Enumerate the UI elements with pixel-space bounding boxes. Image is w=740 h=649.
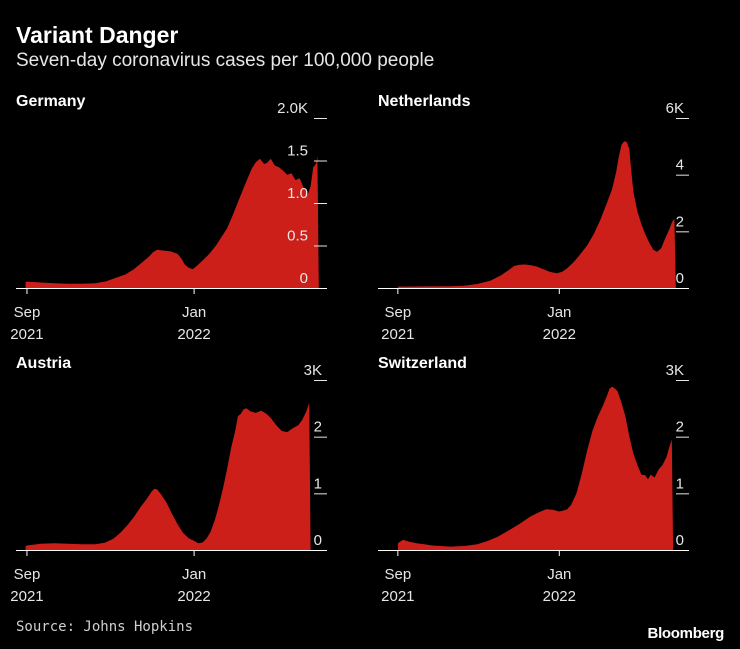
germany-panel-title: Germany	[16, 93, 85, 110]
germany-x-tick-month: Sep	[14, 304, 41, 321]
austria-y-tick-label: 0	[314, 532, 322, 549]
netherlands-x-tick-year: 2021	[381, 326, 414, 343]
austria-y-tick-label: 2	[314, 419, 322, 436]
switzerland-x-tick-month: Sep	[384, 566, 411, 583]
austria-x-tick-year: 2021	[10, 588, 43, 605]
germany-area-series	[25, 156, 319, 288]
switzerland-x-tick-year: 2022	[543, 588, 576, 605]
netherlands-x-tick-month: Sep	[384, 304, 411, 321]
austria-x-tick-year: 2022	[177, 588, 210, 605]
chart-title: Variant Danger	[16, 22, 179, 48]
netherlands-y-tick-label: 0	[676, 270, 684, 287]
netherlands-panel-title: Netherlands	[378, 93, 471, 110]
switzerland-x-tick-year: 2021	[381, 588, 414, 605]
netherlands-y-tick-label: 4	[676, 157, 684, 174]
germany-x-tick-year: 2021	[10, 326, 43, 343]
austria-x-tick-month: Jan	[182, 566, 206, 583]
switzerland-x-tick-month: Jan	[547, 566, 571, 583]
germany-y-tick-label: 0.5	[287, 228, 308, 245]
switzerland-y-tick-label: 1	[676, 475, 684, 492]
austria-x-tick-month: Sep	[14, 566, 41, 583]
switzerland-y-tick-label: 3K	[666, 362, 684, 379]
netherlands-x-tick-month: Jan	[547, 304, 571, 321]
germany-y-tick-label: 1.5	[287, 143, 308, 160]
switzerland-y-tick-label: 0	[676, 532, 684, 549]
switzerland-y-tick-label: 2	[676, 419, 684, 436]
netherlands-y-tick-label: 6K	[666, 100, 684, 117]
source-note: Source: Johns Hopkins	[16, 619, 194, 635]
germany-x-tick-month: Jan	[182, 304, 206, 321]
germany-y-tick-label: 1.0	[287, 185, 308, 202]
austria-area-series	[25, 402, 311, 550]
chart-subtitle: Seven-day coronavirus cases per 100,000 …	[16, 50, 435, 71]
austria-y-tick-label: 3K	[304, 362, 322, 379]
germany-y-tick-label: 0	[300, 270, 308, 287]
switzerland-panel-title: Switzerland	[378, 355, 467, 372]
austria-panel-title: Austria	[16, 355, 71, 372]
netherlands-area-series	[397, 141, 676, 288]
switzerland-area-series	[397, 386, 674, 550]
netherlands-y-tick-label: 2	[676, 213, 684, 230]
austria-y-tick-label: 1	[314, 475, 322, 492]
bloomberg-logo: Bloomberg	[647, 625, 725, 642]
germany-x-tick-year: 2022	[177, 326, 210, 343]
netherlands-x-tick-year: 2022	[543, 326, 576, 343]
germany-y-tick-label: 2.0K	[277, 100, 308, 117]
